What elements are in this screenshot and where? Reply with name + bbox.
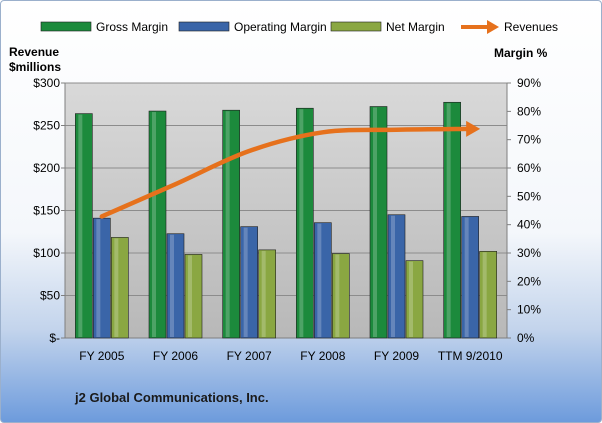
left-tick-label: $50 (40, 289, 60, 303)
legend-item-revenues[interactable]: Revenues (461, 20, 558, 34)
bar-net-margin (111, 237, 129, 339)
right-axis-title: Margin % (494, 46, 548, 60)
x-tick-label: FY 2007 (227, 349, 272, 363)
chart-footer-title: j2 Global Communications, Inc. (74, 390, 269, 405)
bar-highlight (96, 219, 101, 337)
left-axis-title-line2: $millions (9, 60, 61, 74)
legend-label: Gross Margin (96, 20, 168, 34)
bar-net-margin (479, 251, 497, 339)
bar-operating-margin (166, 233, 185, 339)
right-tick-label: 70% (517, 133, 541, 147)
right-tick-label: 0% (517, 331, 535, 345)
right-tick-label: 20% (517, 274, 541, 288)
bar-highlight (243, 227, 248, 337)
right-tick-label: 10% (517, 303, 541, 317)
bar-highlight (170, 234, 174, 337)
legend-swatch (40, 21, 92, 32)
bar-highlight (317, 223, 322, 337)
bar-net-margin (405, 260, 424, 339)
bar-highlight (152, 112, 156, 337)
bar-gross-margin (222, 109, 240, 339)
bar-highlight (446, 103, 451, 338)
right-tick-label: 50% (517, 189, 541, 203)
bar-highlight (335, 254, 340, 337)
x-tick-label: FY 2006 (153, 349, 198, 363)
line-series (99, 120, 481, 219)
bar-highlight (188, 255, 192, 337)
bar-operating-margin (387, 214, 406, 339)
legend-item-gross-margin[interactable]: Gross Margin (40, 20, 168, 34)
bar-highlight (299, 109, 304, 337)
left-tick-label: $150 (33, 204, 60, 218)
legend-label: Operating Margin (234, 20, 327, 34)
bar-highlight (391, 215, 395, 337)
left-axis-ticks: $- $50 $100 $150 $200 $250 $300 (33, 76, 65, 345)
bar-highlight (78, 114, 83, 337)
x-tick-label: FY 2008 (300, 349, 345, 363)
bar-highlight (409, 261, 413, 337)
left-tick-label: $200 (33, 161, 60, 175)
bar-gross-margin (443, 101, 461, 339)
right-tick-label: 40% (517, 218, 541, 232)
x-tick-label: FY 2009 (374, 349, 419, 363)
bar-series (75, 101, 497, 339)
right-tick-label: 30% (517, 246, 541, 260)
left-tick-label: $100 (33, 246, 60, 260)
bar-highlight (373, 107, 377, 338)
left-tick-label: $300 (33, 76, 60, 90)
bar-gross-margin (369, 106, 388, 339)
left-axis-title-line1: Revenue (9, 45, 59, 59)
bar-operating-margin (314, 222, 332, 339)
bar-highlight (225, 111, 230, 337)
legend-swatch (178, 21, 230, 32)
right-tick-label: 60% (517, 161, 541, 175)
bar-highlight (114, 238, 119, 337)
legend-item-net-margin[interactable]: Net Margin (330, 20, 445, 34)
bar-highlight (482, 252, 487, 337)
legend-swatch (330, 21, 382, 32)
bar-gross-margin (148, 110, 167, 339)
right-tick-label: 80% (517, 104, 541, 118)
bar-gross-margin (296, 107, 314, 339)
line-arrowhead (466, 120, 481, 137)
x-tick-label: TTM 9/2010 (438, 349, 503, 363)
legend-item-operating-margin[interactable]: Operating Margin (178, 20, 327, 34)
bar-operating-margin (461, 216, 479, 339)
legend-arrow-icon (487, 20, 499, 34)
bar-operating-margin (240, 226, 258, 339)
bar-gross-margin (75, 113, 93, 339)
x-tick-label: FY 2005 (79, 349, 124, 363)
bar-net-margin (258, 249, 276, 339)
legend-label: Revenues (504, 20, 558, 34)
left-tick-label: $- (49, 331, 60, 345)
x-axis-ticks: FY 2005 FY 2006 FY 2007 FY 2008 FY 2009 TTM 9… (79, 349, 503, 363)
left-tick-label: $250 (33, 119, 60, 133)
bar-operating-margin (93, 217, 111, 339)
right-tick-label: 90% (517, 76, 541, 90)
right-axis-ticks: 0% 10% 20% 30% 40% 50% 60% 70% 80% 90% (507, 76, 541, 345)
legend[interactable]: Gross Margin Operating Margin Net Margin Re… (40, 20, 558, 34)
bar-highlight (464, 217, 469, 337)
bar-net-margin (184, 254, 203, 339)
line-revenues (99, 126, 473, 219)
legend-label: Net Margin (386, 20, 445, 34)
bar-highlight (261, 250, 266, 337)
bar-net-margin (332, 253, 350, 339)
